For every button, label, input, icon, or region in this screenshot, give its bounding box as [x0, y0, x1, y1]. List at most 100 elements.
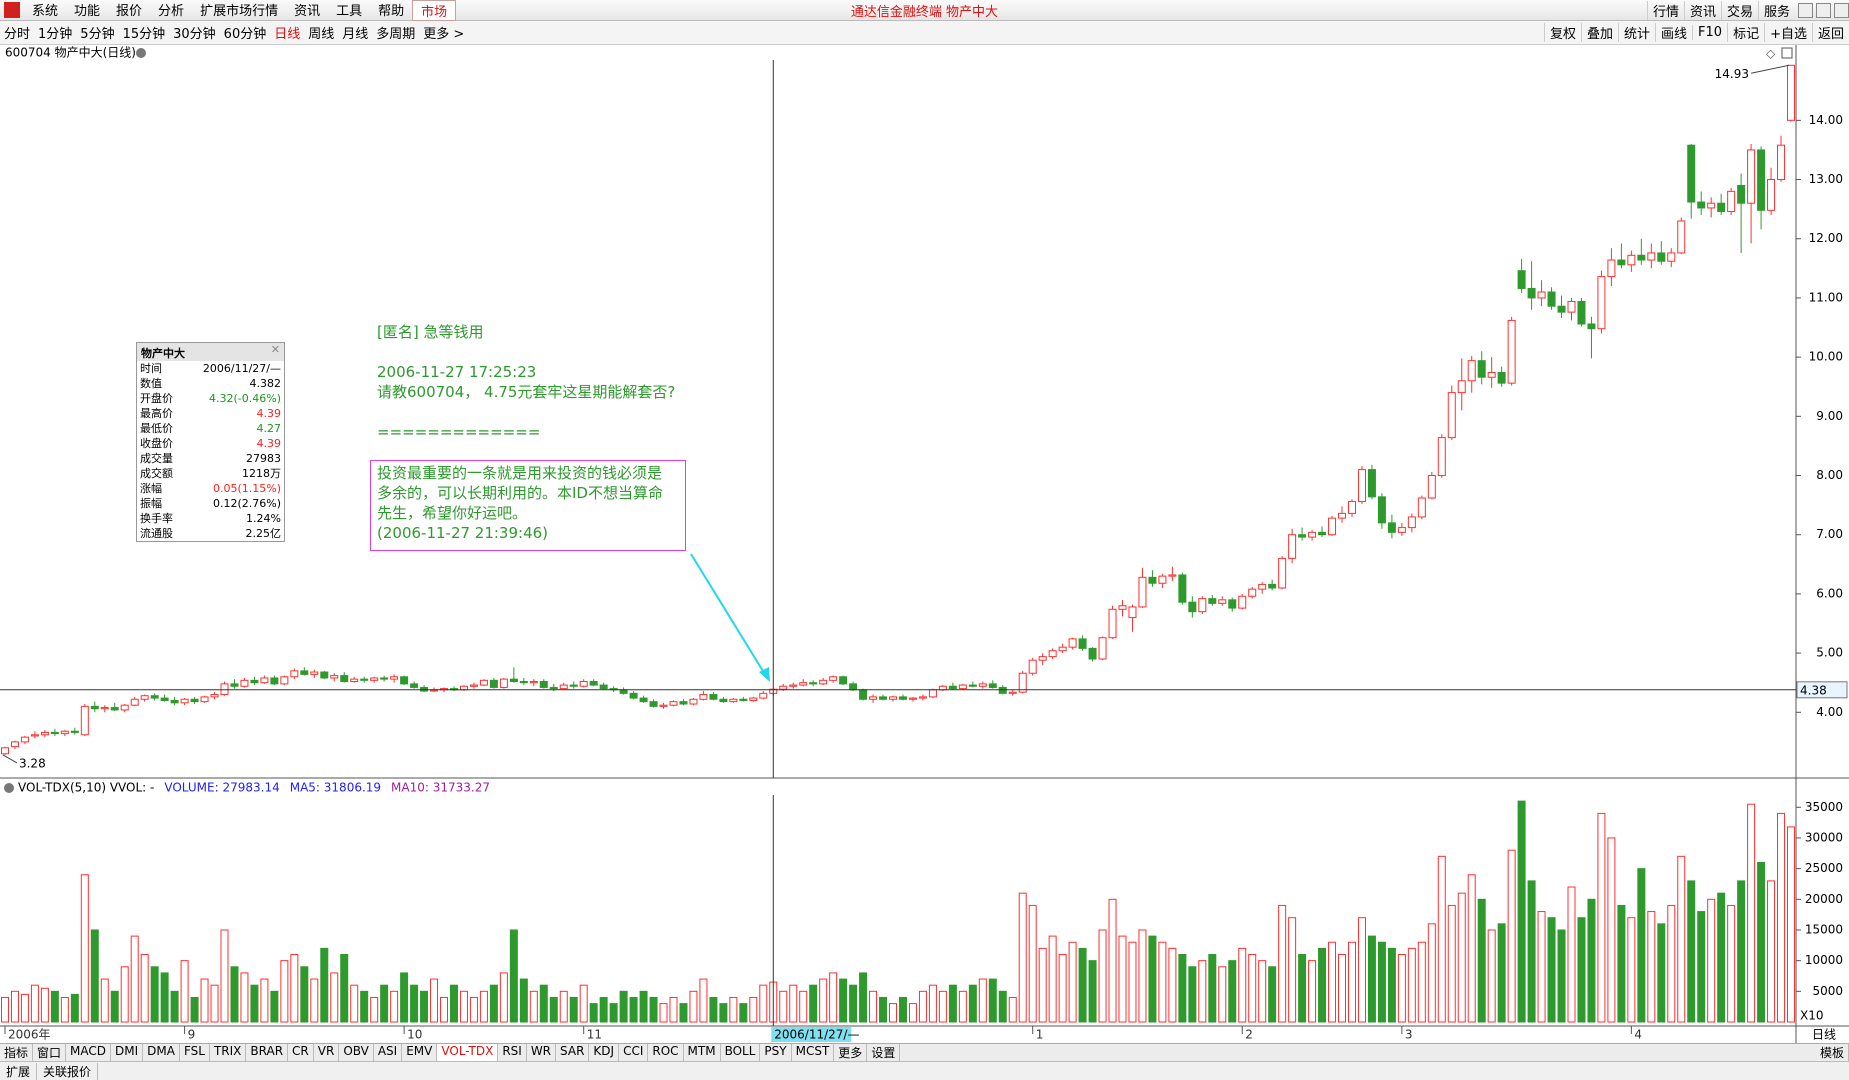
status-item[interactable]: 关联报价 — [37, 1062, 99, 1080]
close-icon[interactable]: ✕ — [270, 343, 280, 356]
tool-button[interactable]: 叠加 — [1580, 23, 1618, 42]
info-value: 2.25亿 — [245, 527, 282, 540]
status-item[interactable]: 扩展 — [0, 1062, 38, 1080]
candle-body — [1447, 392, 1456, 439]
x-tick-label: 3 — [1405, 1028, 1413, 1042]
candle-body — [1367, 469, 1376, 498]
window-button[interactable] — [1798, 2, 1813, 18]
period-button[interactable]: 15分钟 — [122, 27, 166, 42]
period-button[interactable]: 60分钟 — [223, 27, 267, 42]
candle-body — [1028, 659, 1037, 674]
indicator-tab[interactable]: DMA — [143, 1044, 180, 1061]
indicator-tab[interactable]: BRAR — [246, 1044, 289, 1061]
indicator-tab[interactable]: RSI — [498, 1044, 527, 1061]
menu-right-item[interactable]: 交易 — [1720, 0, 1758, 20]
menu-right-item[interactable]: 资讯 — [1683, 0, 1721, 20]
indicator-tab[interactable]: VR — [314, 1044, 340, 1061]
template-button[interactable]: 模板 — [1816, 1044, 1849, 1061]
cursor-value-box — [1796, 681, 1848, 699]
indicator-tab[interactable]: ASI — [374, 1044, 403, 1061]
candle-body — [1338, 512, 1347, 519]
indicator-tab[interactable]: 窗口 — [33, 1044, 67, 1061]
info-row: 时间 2006/11/27/— — [137, 361, 284, 376]
candle-body — [869, 696, 878, 700]
candle-body — [1687, 144, 1696, 203]
menu-item[interactable]: 扩展市场行情 — [200, 3, 279, 19]
period-button[interactable]: 1分钟 — [38, 27, 73, 42]
indicator-tab[interactable]: 指标 — [0, 1044, 34, 1061]
tool-button[interactable]: 统计 — [1618, 23, 1655, 42]
indicator-tab[interactable]: SAR — [556, 1044, 590, 1061]
indicator-tab[interactable]: 设置 — [867, 1044, 901, 1061]
annotation: [匿名] 急等钱用 2006-11-27 17:25:23 请教600704， 4.… — [377, 322, 675, 442]
window-button[interactable] — [1834, 2, 1849, 18]
indicator-tab[interactable]: FSL — [180, 1044, 210, 1061]
indicator-tab[interactable]: ROC — [648, 1044, 684, 1061]
candle-body — [360, 678, 369, 681]
candle-body — [1238, 595, 1247, 609]
indicator-tab[interactable]: WR — [527, 1044, 557, 1061]
menu-right-item[interactable]: 服务 — [1757, 0, 1795, 20]
tool-button[interactable]: 返回 — [1811, 23, 1849, 42]
indicator-tab[interactable]: MTM — [684, 1044, 721, 1061]
menu-item[interactable]: 报价 — [116, 3, 143, 19]
menu-item[interactable]: 工具 — [336, 3, 363, 19]
indicator-tab[interactable]: MCST — [792, 1044, 835, 1061]
period-button[interactable]: 分时 — [4, 27, 31, 42]
menu-item[interactable]: 分析 — [158, 3, 185, 19]
volume-bar — [1737, 880, 1746, 1023]
indicator-tab[interactable]: MACD — [66, 1044, 112, 1061]
period-button[interactable]: 多周期 — [376, 27, 416, 42]
tool-button[interactable]: 复权 — [1543, 23, 1581, 42]
indicator-tab[interactable]: EMV — [402, 1044, 438, 1061]
candle-body — [938, 685, 947, 691]
indicator-tab[interactable]: OBV — [339, 1044, 374, 1061]
indicator-tab[interactable]: 更多 — [834, 1044, 868, 1061]
volume-bar — [459, 990, 468, 1023]
period-button[interactable]: 日线 — [274, 27, 301, 42]
period-button[interactable]: 月线 — [342, 27, 369, 42]
volume-bar — [549, 996, 558, 1023]
menu-right-item[interactable]: 行情 — [1646, 0, 1684, 20]
menu-item[interactable]: 帮助 — [378, 3, 405, 19]
period-button[interactable]: 30分钟 — [173, 27, 216, 42]
candle-body — [350, 678, 359, 683]
indicator-tab[interactable]: CCI — [619, 1044, 649, 1061]
y-tick-label: 13.00 — [1809, 172, 1843, 186]
menu-item[interactable]: 功能 — [74, 3, 101, 19]
volume-bar — [1447, 904, 1456, 1023]
tool-button[interactable]: 画线 — [1655, 23, 1692, 42]
menu-item[interactable]: 资讯 — [294, 3, 321, 19]
indicator-tab[interactable]: DMI — [111, 1044, 144, 1061]
period-button[interactable]: 更多 > — [423, 27, 465, 42]
volume-bar — [1577, 917, 1586, 1023]
indicator-tab[interactable]: TRIX — [210, 1044, 247, 1061]
indicator-tab[interactable]: CR — [288, 1044, 314, 1061]
info-label: 时间 — [140, 362, 162, 375]
cursor-value-label: 4.38 — [1800, 683, 1827, 697]
indicator-tab[interactable]: BOLL — [721, 1044, 761, 1061]
candle-body — [0, 747, 9, 755]
candle-body — [1178, 574, 1187, 603]
volume-bar — [789, 984, 798, 1023]
period-button[interactable]: 周线 — [308, 27, 335, 42]
indicator-tab[interactable]: KDJ — [589, 1044, 620, 1061]
tool-button[interactable]: 标记 — [1727, 23, 1764, 42]
tool-button[interactable]: F10 — [1692, 25, 1727, 40]
volume-bar — [280, 960, 289, 1023]
tool-button[interactable]: +自选 — [1764, 23, 1812, 42]
menu-item[interactable]: 系统 — [32, 3, 59, 19]
volume-bar — [1477, 898, 1486, 1023]
period-button[interactable]: 5分钟 — [80, 27, 115, 42]
volume-bar — [859, 972, 868, 1023]
candle-body — [390, 676, 399, 680]
candle-body — [799, 682, 808, 686]
info-row: 振幅 0.12(2.76%) — [137, 496, 284, 511]
candle-body — [849, 683, 858, 691]
volume-bar — [0, 996, 9, 1023]
indicator-tab[interactable]: PSY — [760, 1044, 792, 1061]
indicator-tab[interactable]: VOL-TDX — [437, 1044, 499, 1061]
window-button[interactable] — [1816, 2, 1831, 18]
menu-item[interactable]: 市场 — [412, 0, 457, 21]
